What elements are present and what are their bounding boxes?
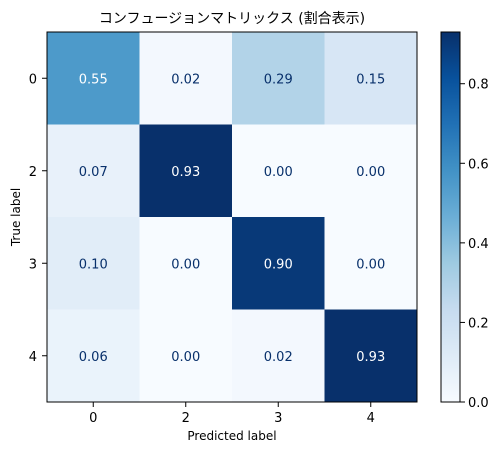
- cell-value-label: 0.00: [264, 165, 293, 180]
- heatmap-cell: [324, 32, 418, 125]
- heatmap-cell: [47, 124, 140, 218]
- heatmap-cell: [139, 309, 233, 403]
- cell-value-label: 0.00: [171, 257, 200, 272]
- cell-value-label: 0.29: [264, 72, 293, 87]
- heatmap-cell: [139, 124, 233, 218]
- y-tick-label: 4: [29, 350, 37, 365]
- colorbar: [440, 31, 461, 403]
- colorbar-tick-label: 0.8: [468, 78, 489, 93]
- chart-title: コンフュージョンマトリックス (割合表示): [99, 10, 365, 27]
- cell-value-label: 0.10: [79, 257, 108, 272]
- cell-value-label: 0.15: [356, 72, 385, 87]
- x-tick-label: 0: [89, 411, 97, 426]
- y-tick-label: 3: [29, 257, 37, 272]
- colorbar-tick-label: 0.6: [468, 157, 489, 172]
- cell-value-label: 0.02: [171, 72, 200, 87]
- cell-value-label: 0.00: [356, 257, 385, 272]
- heatmap-cell: [232, 309, 325, 403]
- colorbar-tick-label: 0.2: [468, 316, 489, 331]
- cell-value-label: 0.06: [79, 350, 108, 365]
- y-tick-label: 2: [29, 165, 37, 180]
- heatmap-cell: [47, 309, 140, 403]
- heatmap-cell: [324, 217, 418, 310]
- cell-value-label: 0.00: [171, 350, 200, 365]
- heatmap-value-labels: 0.55 0.02 0.29 0.15 0.07 0.93 0.00 0.00 0.10 0.00…: [79, 72, 385, 365]
- x-tick-label: 4: [367, 411, 375, 426]
- x-axis-label: Predicted label: [187, 429, 276, 443]
- x-tick-label: 3: [274, 411, 282, 426]
- y-axis-label: True label: [9, 188, 23, 247]
- plot-frame: [46, 31, 418, 403]
- heatmap-cell: [232, 32, 325, 125]
- heatmap-cell: [47, 32, 140, 125]
- cell-value-label: 0.93: [171, 165, 200, 180]
- x-axis-ticks: 0 2 3 4: [89, 402, 375, 426]
- heatmap-cell: [232, 217, 325, 310]
- cell-value-label: 0.00: [356, 165, 385, 180]
- heatmap-cell: [324, 124, 418, 218]
- heatmap-cell: [139, 32, 233, 125]
- heatmap-cell: [139, 217, 233, 310]
- cell-value-label: 0.07: [79, 165, 108, 180]
- y-tick-label: 0: [29, 72, 37, 87]
- colorbar-ticks: 0.0 0.2 0.4 0.6 0.8: [460, 78, 489, 411]
- heatmap-cell: [232, 124, 325, 218]
- y-axis-ticks: 0 2 3 4: [29, 72, 47, 365]
- heatmap-cell: [47, 217, 140, 310]
- cell-value-label: 0.55: [79, 72, 108, 87]
- heatmap-cells: [47, 32, 418, 403]
- x-tick-label: 2: [182, 411, 190, 426]
- colorbar-tick-label: 0.0: [468, 396, 489, 411]
- heatmap-cell: [324, 309, 418, 403]
- cell-value-label: 0.90: [264, 257, 293, 272]
- cell-value-label: 0.93: [356, 350, 385, 365]
- colorbar-tick-label: 0.4: [468, 237, 489, 252]
- cell-value-label: 0.02: [264, 350, 293, 365]
